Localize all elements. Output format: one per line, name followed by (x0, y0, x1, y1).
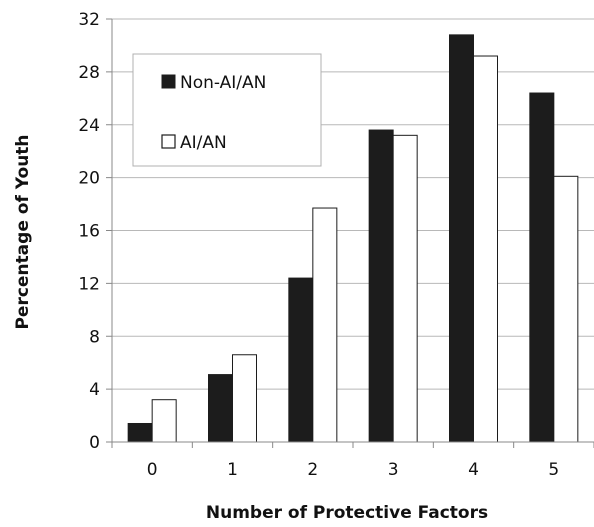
bar-non-ai-an-3 (368, 129, 394, 443)
legend-label-non-ai-an: Non-AI/AN (180, 73, 266, 93)
legend-swatch-non-ai-an (161, 74, 176, 89)
x-tick-label: 3 (388, 460, 399, 480)
y-tick-label: 0 (89, 433, 100, 453)
bar-ai-an-1 (232, 354, 257, 443)
bar-non-ai-an-5 (529, 92, 555, 443)
x-tick-label: 5 (548, 460, 559, 480)
bar-non-ai-an-2 (288, 277, 314, 443)
legend-swatch-ai-an (161, 134, 176, 149)
bar-non-ai-an-0 (127, 422, 153, 443)
y-tick-label: 28 (78, 63, 100, 83)
bar-ai-an-2 (312, 207, 338, 443)
y-tick-label: 8 (89, 327, 100, 347)
y-axis-title: Percentage of Youth (13, 134, 33, 329)
y-tick-label: 16 (78, 222, 100, 242)
bar-ai-an-5 (553, 175, 579, 443)
bar-ai-an-0 (151, 399, 177, 443)
legend-label-ai-an: AI/AN (180, 133, 227, 153)
bars (127, 34, 579, 443)
y-tick-label: 32 (78, 10, 100, 30)
bar-ai-an-3 (392, 134, 418, 443)
x-tick-label: 0 (147, 460, 158, 480)
legend-box (132, 53, 322, 167)
axes (106, 18, 594, 448)
bar-non-ai-an-4 (449, 34, 474, 443)
x-axis-title: Number of Protective Factors (206, 503, 488, 523)
x-tick-label: 1 (227, 460, 238, 480)
y-tick-label: 12 (78, 274, 100, 294)
y-tick-label: 20 (78, 169, 100, 189)
bar-non-ai-an-1 (208, 374, 233, 443)
bar-ai-an-4 (473, 55, 498, 443)
y-tick-label: 24 (78, 116, 100, 136)
legend: Non-AI/AN AI/AN (132, 53, 322, 167)
y-tick-label: 4 (89, 380, 100, 400)
y-tick-labels: 0 4 8 12 16 20 24 28 32 (78, 10, 100, 453)
x-tick-label: 4 (468, 460, 479, 480)
x-tick-label: 2 (307, 460, 318, 480)
x-tick-labels: 0 1 2 3 4 5 (147, 460, 559, 480)
